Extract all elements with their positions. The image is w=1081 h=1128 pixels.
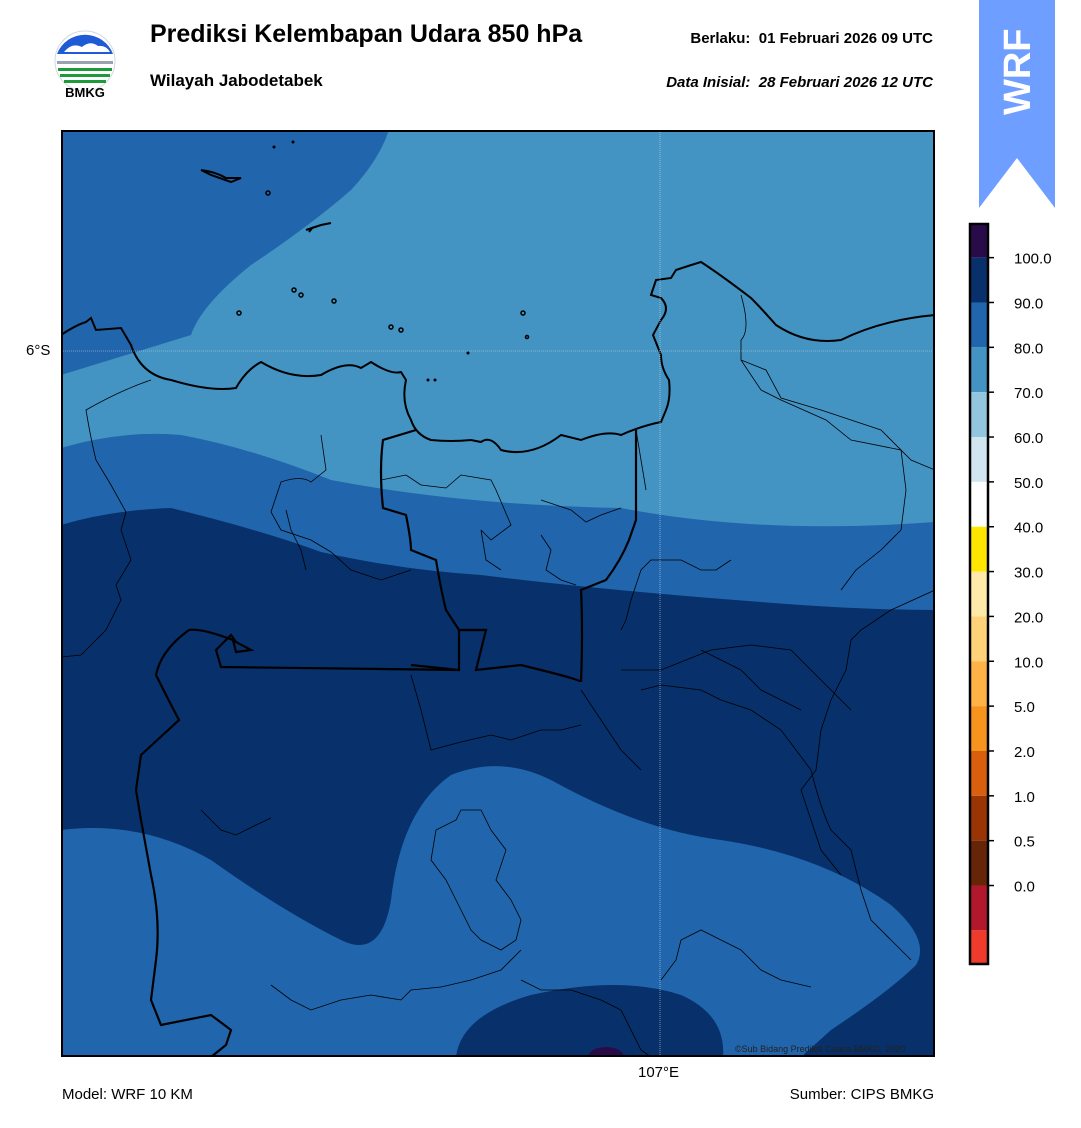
humidity-zone-100 xyxy=(588,1047,624,1057)
colorbar-label: 5.0 xyxy=(1014,699,1035,716)
colorbar-swatch xyxy=(970,571,988,617)
colorbar-swatch xyxy=(970,481,988,527)
colorbar-swatch xyxy=(970,257,988,303)
province-boundary xyxy=(379,428,638,684)
init-time: Data Inisial: 28 Februari 2026 12 UTC xyxy=(666,74,933,91)
regency-boundaries xyxy=(61,294,935,1057)
copyright-text: ©Sub Bidang Prediksi Cuaca BMKG, 2020 xyxy=(735,1044,906,1054)
colorbar-swatch xyxy=(970,392,988,438)
colorbar-frame xyxy=(968,222,990,966)
colorbar-label: 10.0 xyxy=(1014,654,1043,671)
island xyxy=(305,222,332,233)
page-subtitle: Wilayah Jabodetabek xyxy=(150,71,323,90)
colorbar-label: 0.0 xyxy=(1014,879,1035,896)
map-frame xyxy=(61,130,935,1057)
colorbar-swatch xyxy=(970,437,988,482)
humidity-map xyxy=(61,130,935,1057)
colorbar-swatch xyxy=(970,661,988,707)
colorbar-label: 1.0 xyxy=(1014,789,1035,806)
colorbar-label: 50.0 xyxy=(1014,475,1043,492)
colorbar-swatch xyxy=(970,224,988,258)
colorbar-label: 100.0 xyxy=(1014,251,1052,268)
colorbar-label: 60.0 xyxy=(1014,430,1043,447)
colorbar-swatch xyxy=(970,706,988,751)
valid-label: Berlaku: xyxy=(690,30,751,47)
colorbar-swatch xyxy=(970,795,988,841)
colorbar-label: 40.0 xyxy=(1014,520,1043,537)
colorbar-swatch xyxy=(970,840,988,886)
colorbar-label: 2.0 xyxy=(1014,744,1035,761)
colorbar-label: 20.0 xyxy=(1014,609,1043,626)
coastline xyxy=(61,260,935,454)
humidity-colorbar: 100.0 90.0 80.0 70.0 60.0 50.0 40.0 30.0 20.0 10.… xyxy=(968,222,1052,966)
init-label: Data Inisial: xyxy=(666,74,751,91)
valid-value: 01 Februari 2026 09 UTC xyxy=(758,30,933,47)
wrf-label: WRF xyxy=(997,28,1039,115)
colorbar-swatch xyxy=(970,526,988,572)
colorbar-swatch xyxy=(970,616,988,662)
logo-text: BMKG xyxy=(65,85,105,100)
colorbar-label: 70.0 xyxy=(1014,385,1043,402)
humidity-zone-80-90-north xyxy=(61,130,389,375)
island xyxy=(200,169,242,184)
colorbar-swatch xyxy=(970,930,988,964)
colorbar-label: 30.0 xyxy=(1014,565,1043,582)
latitude-label: 6°S xyxy=(26,342,51,359)
colorbar-swatch xyxy=(970,302,988,348)
humidity-zone-80-90-south xyxy=(61,766,921,1057)
source-label: Sumber: CIPS BMKG xyxy=(789,1086,934,1103)
humidity-zone-90-100-south xyxy=(456,985,724,1057)
colorbar-swatch xyxy=(970,347,988,393)
model-label: Model: WRF 10 KM xyxy=(62,1086,193,1103)
page-title: Prediksi Kelembapan Udara 850 hPa xyxy=(150,20,583,48)
valid-time: Berlaku: 01 Februari 2026 09 UTC xyxy=(690,30,933,47)
colorbar-swatch xyxy=(970,750,988,796)
province-boundary xyxy=(134,628,486,1057)
colorbar-label: 80.0 xyxy=(1014,340,1043,357)
colorbar-swatch xyxy=(970,885,988,931)
colorbar-label: 90.0 xyxy=(1014,295,1043,312)
wrf-badge xyxy=(979,0,1055,208)
wrf-badge-text: WRF xyxy=(997,28,1039,115)
colorbar-label: 0.5 xyxy=(1014,834,1035,851)
init-value: 28 Februari 2026 12 UTC xyxy=(758,74,933,91)
longitude-label: 107°E xyxy=(638,1064,680,1081)
bmkg-logo-icon xyxy=(54,30,116,92)
